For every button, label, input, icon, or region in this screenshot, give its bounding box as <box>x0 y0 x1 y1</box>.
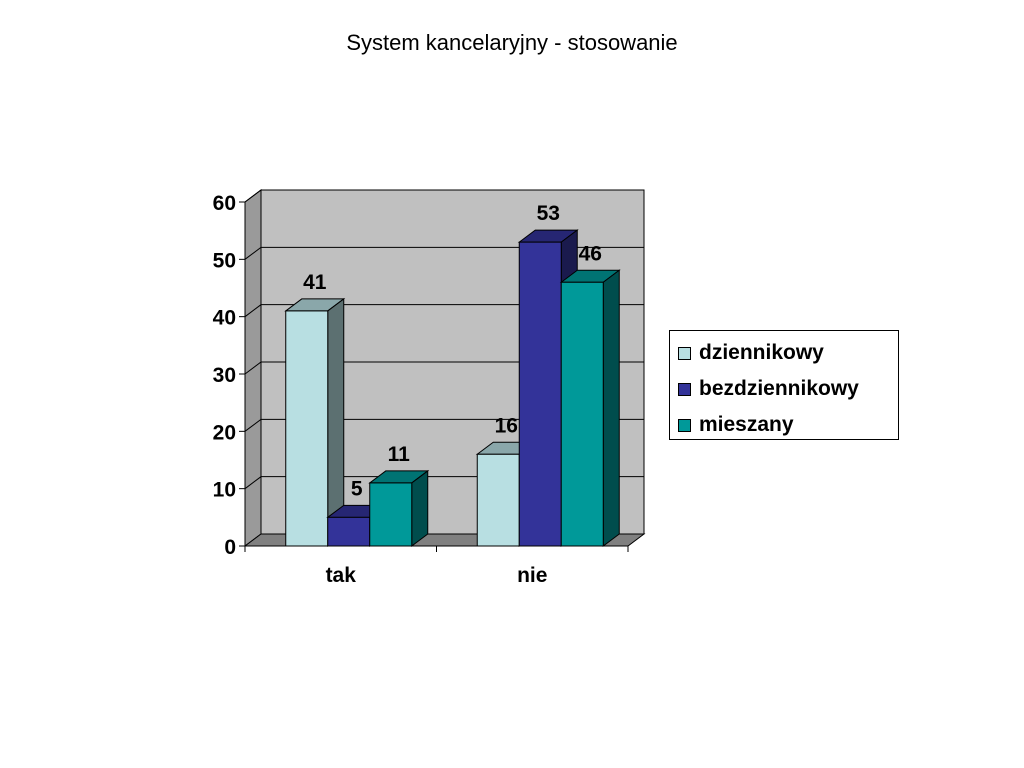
y-tick-label: 10 <box>213 479 236 502</box>
gridline <box>244 418 644 432</box>
y-tick-label: 20 <box>213 421 236 444</box>
legend-label: mieszany <box>699 413 794 436</box>
data-label: 46 <box>579 242 602 265</box>
bar-mieszany-tak <box>369 482 413 547</box>
bar-side-mieszany <box>602 269 620 547</box>
bar-dziennikowy-tak <box>285 310 329 547</box>
y-tick-label: 40 <box>213 307 236 330</box>
bar-bezdziennikowy-nie <box>518 241 562 547</box>
gridline <box>244 361 644 375</box>
legend-label: bezdziennikowy <box>699 377 859 400</box>
x-tick-label: nie <box>517 564 547 587</box>
y-tick-label: 60 <box>213 192 236 215</box>
legend-item-bezdziennikowy: bezdziennikowy <box>678 377 859 401</box>
y-tick-label: 50 <box>213 249 236 272</box>
y-tick-label: 30 <box>213 364 236 387</box>
x-tick-label: tak <box>326 564 357 587</box>
y-tick-label: 0 <box>224 536 236 559</box>
data-label: 41 <box>303 271 327 294</box>
data-label: 11 <box>388 443 411 466</box>
data-label: 5 <box>351 477 363 500</box>
legend-label: dziennikowy <box>699 341 824 364</box>
legend-item-mieszany: mieszany <box>678 413 794 437</box>
legend-swatch-dziennikowy <box>678 346 691 360</box>
chart-legend: dziennikowy bezdziennikowy mieszany <box>669 330 899 440</box>
gridline <box>244 304 644 318</box>
legend-swatch-bezdziennikowy <box>678 382 691 396</box>
bar-mieszany-nie <box>560 281 604 547</box>
legend-swatch-mieszany <box>678 418 691 432</box>
chart-title: System kancelaryjny - stosowanie <box>346 30 678 55</box>
bar-bezdziennikowy-tak <box>327 516 371 547</box>
bar-dziennikowy-nie <box>476 453 520 547</box>
legend-item-dziennikowy: dziennikowy <box>678 341 824 365</box>
data-label: 16 <box>495 414 518 437</box>
bar-side-mieszany <box>411 469 429 547</box>
data-label: 53 <box>537 202 560 225</box>
gridline <box>244 189 644 203</box>
gridline <box>244 246 644 260</box>
